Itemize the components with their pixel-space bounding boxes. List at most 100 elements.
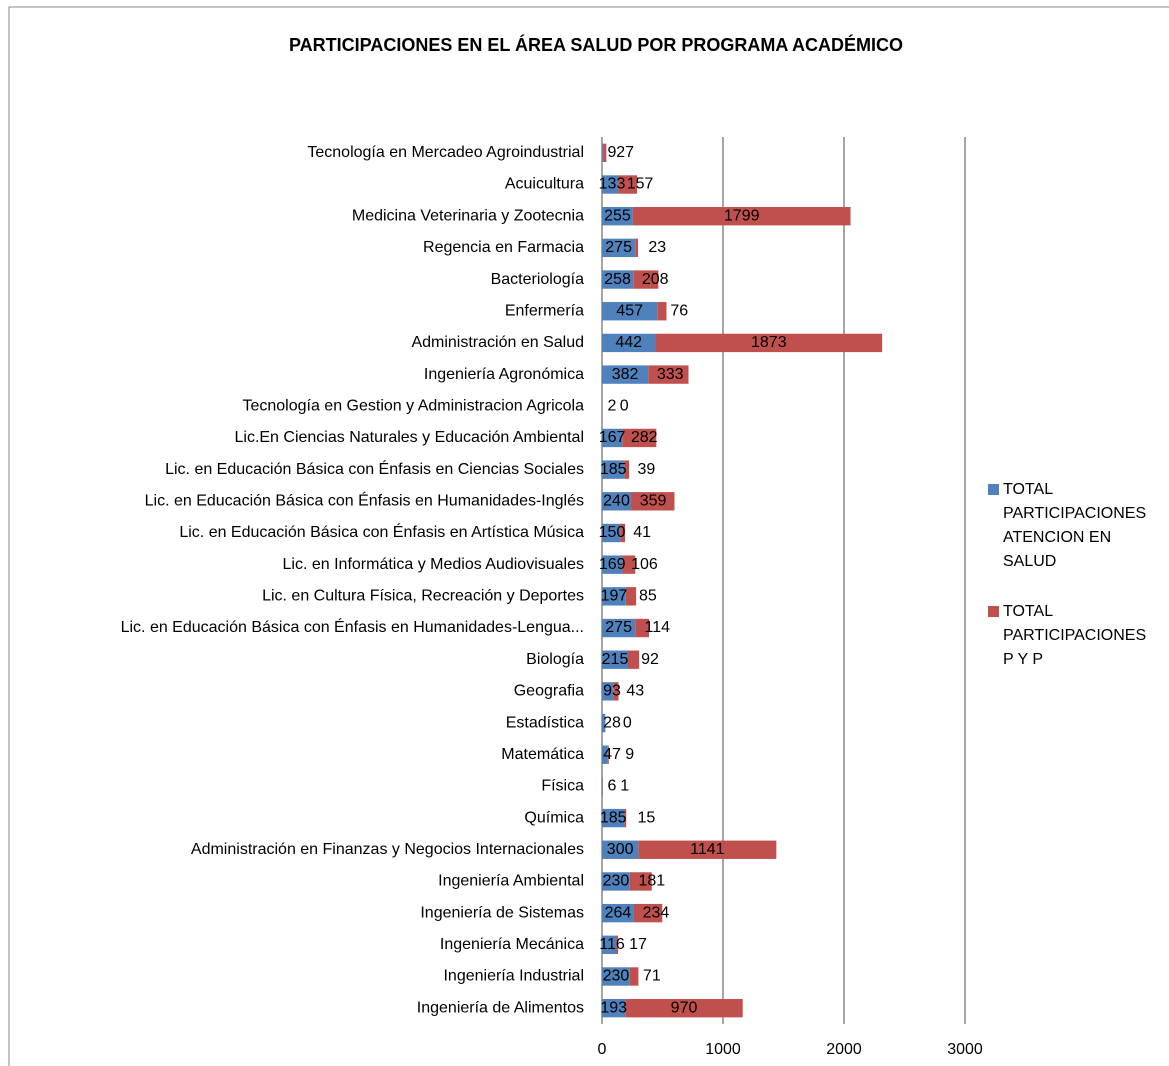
y-tick-label: Medicina Veterinaria y Zootecnia (352, 207, 584, 224)
bar-segment (602, 840, 639, 859)
bar-segment (602, 587, 626, 606)
data-label: 39 (637, 461, 655, 478)
bar-segment (613, 682, 619, 701)
bar-segment (635, 618, 650, 638)
bar-segment (602, 903, 634, 923)
legend-swatch (988, 484, 999, 495)
data-label: 27 (616, 144, 634, 161)
data-label: 333 (657, 366, 684, 383)
bar-segment (602, 270, 634, 289)
y-tick-label: Lic. en Educación Básica con Énfasis en … (121, 617, 584, 636)
x-tick-label: 3000 (947, 1041, 983, 1058)
bar-segment (602, 967, 630, 986)
bar-segment (602, 523, 621, 543)
y-tick-label: Administración en Finanzas y Negocios In… (191, 841, 584, 858)
bar-segment (629, 967, 639, 986)
bar-segment (638, 840, 777, 859)
y-tick-label: Lic.En Ciencias Naturales y Educación Am… (234, 429, 584, 446)
data-label: 258 (604, 271, 631, 288)
bar-segment (625, 587, 637, 606)
y-tick-label: Lic. en Educación Básica con Énfasis en … (145, 491, 584, 510)
legend-label: TOTAL PARTICIPACIONES P Y P (1003, 603, 1146, 668)
bar-segment (618, 175, 638, 194)
y-tick-label: Lic. en Informática y Medios Audiovisual… (283, 556, 584, 573)
bar-segment (616, 935, 619, 954)
y-tick-label: Tecnología en Mercadeo Agroindustrial (307, 144, 584, 161)
y-tick-label: Ingeniería Agronómica (424, 366, 584, 383)
data-label: 359 (640, 493, 667, 510)
data-label: 240 (603, 493, 630, 510)
y-tick-label: Ingeniería de Alimentos (417, 999, 584, 1016)
data-label: 116 (599, 936, 625, 953)
bar-segment (657, 302, 667, 321)
data-label: 169 (599, 556, 626, 573)
bar-segment (633, 270, 659, 289)
chart-border (8, 6, 1169, 1066)
legend-label: TOTAL PARTICIPACIONES ATENCION EN SALUD (1003, 481, 1146, 570)
bar-segment (602, 333, 656, 353)
y-tick-label: Administración en Salud (411, 334, 584, 351)
bar-segment (632, 207, 851, 226)
bar-segment (622, 428, 657, 448)
data-label: 9 (625, 746, 634, 763)
data-label: 17 (629, 936, 647, 953)
bar-segment (602, 745, 608, 764)
bar-segment (602, 777, 603, 796)
bar-segment (602, 428, 623, 448)
bar-segment (602, 808, 625, 828)
y-tick-label: Tecnología en Gestion y Administracion A… (242, 397, 584, 414)
bar-segment (629, 872, 652, 891)
bar-segment (620, 523, 626, 543)
y-tick-label: Física (541, 778, 584, 795)
bar-segment (607, 745, 609, 764)
y-tick-label: Ingeniería de Sistemas (420, 904, 584, 921)
data-label: 41 (633, 524, 651, 541)
bar-segment (602, 682, 614, 701)
data-label: 1873 (751, 334, 787, 351)
x-tick-label: 2000 (826, 1041, 862, 1058)
bar-segment (602, 365, 649, 384)
bar-segment (603, 143, 607, 163)
bar-segment (633, 903, 663, 923)
bar-segment (602, 650, 629, 669)
data-label: 193 (600, 999, 627, 1016)
data-label: 1141 (690, 841, 725, 858)
y-tick-label: Estadística (506, 714, 584, 731)
data-label: 382 (612, 366, 639, 383)
bar-segment (602, 935, 617, 954)
data-label: 215 (602, 651, 629, 668)
data-label: 234 (643, 904, 670, 921)
bar-segment (602, 618, 636, 638)
y-tick-label: Biología (526, 651, 584, 668)
bar-segment (628, 650, 640, 669)
data-label: 970 (671, 999, 698, 1016)
bar-segment (602, 555, 623, 574)
bar-segment (602, 207, 633, 226)
x-tick-label: 0 (598, 1041, 607, 1058)
bar-segment (655, 333, 883, 353)
data-label: 230 (603, 968, 630, 985)
y-tick-label: Acuicultura (505, 176, 584, 193)
data-label: 264 (605, 904, 632, 921)
bar-segment (635, 238, 639, 258)
data-label: 457 (616, 302, 643, 319)
legend-swatch (988, 606, 999, 617)
y-tick-label: Bacteriología (491, 271, 584, 288)
y-tick-label: Matemática (501, 746, 584, 763)
data-label: 9 (608, 144, 617, 161)
bar-segment (602, 713, 606, 733)
data-label: 1799 (724, 207, 760, 224)
chart-title: PARTICIPACIONES EN EL ÁREA SALUD POR PRO… (289, 34, 903, 55)
data-label: 76 (670, 302, 688, 319)
bar-segment (602, 238, 636, 258)
data-label: 92 (641, 651, 659, 668)
data-label: 150 (599, 524, 626, 541)
bar-segment (602, 143, 604, 163)
data-label: 300 (607, 841, 634, 858)
data-label: 208 (642, 271, 669, 288)
data-label: 6 (608, 778, 617, 795)
y-tick-label: Ingeniería Industrial (443, 968, 584, 985)
y-tick-label: Geografia (514, 683, 584, 700)
bar-segment (602, 872, 630, 891)
